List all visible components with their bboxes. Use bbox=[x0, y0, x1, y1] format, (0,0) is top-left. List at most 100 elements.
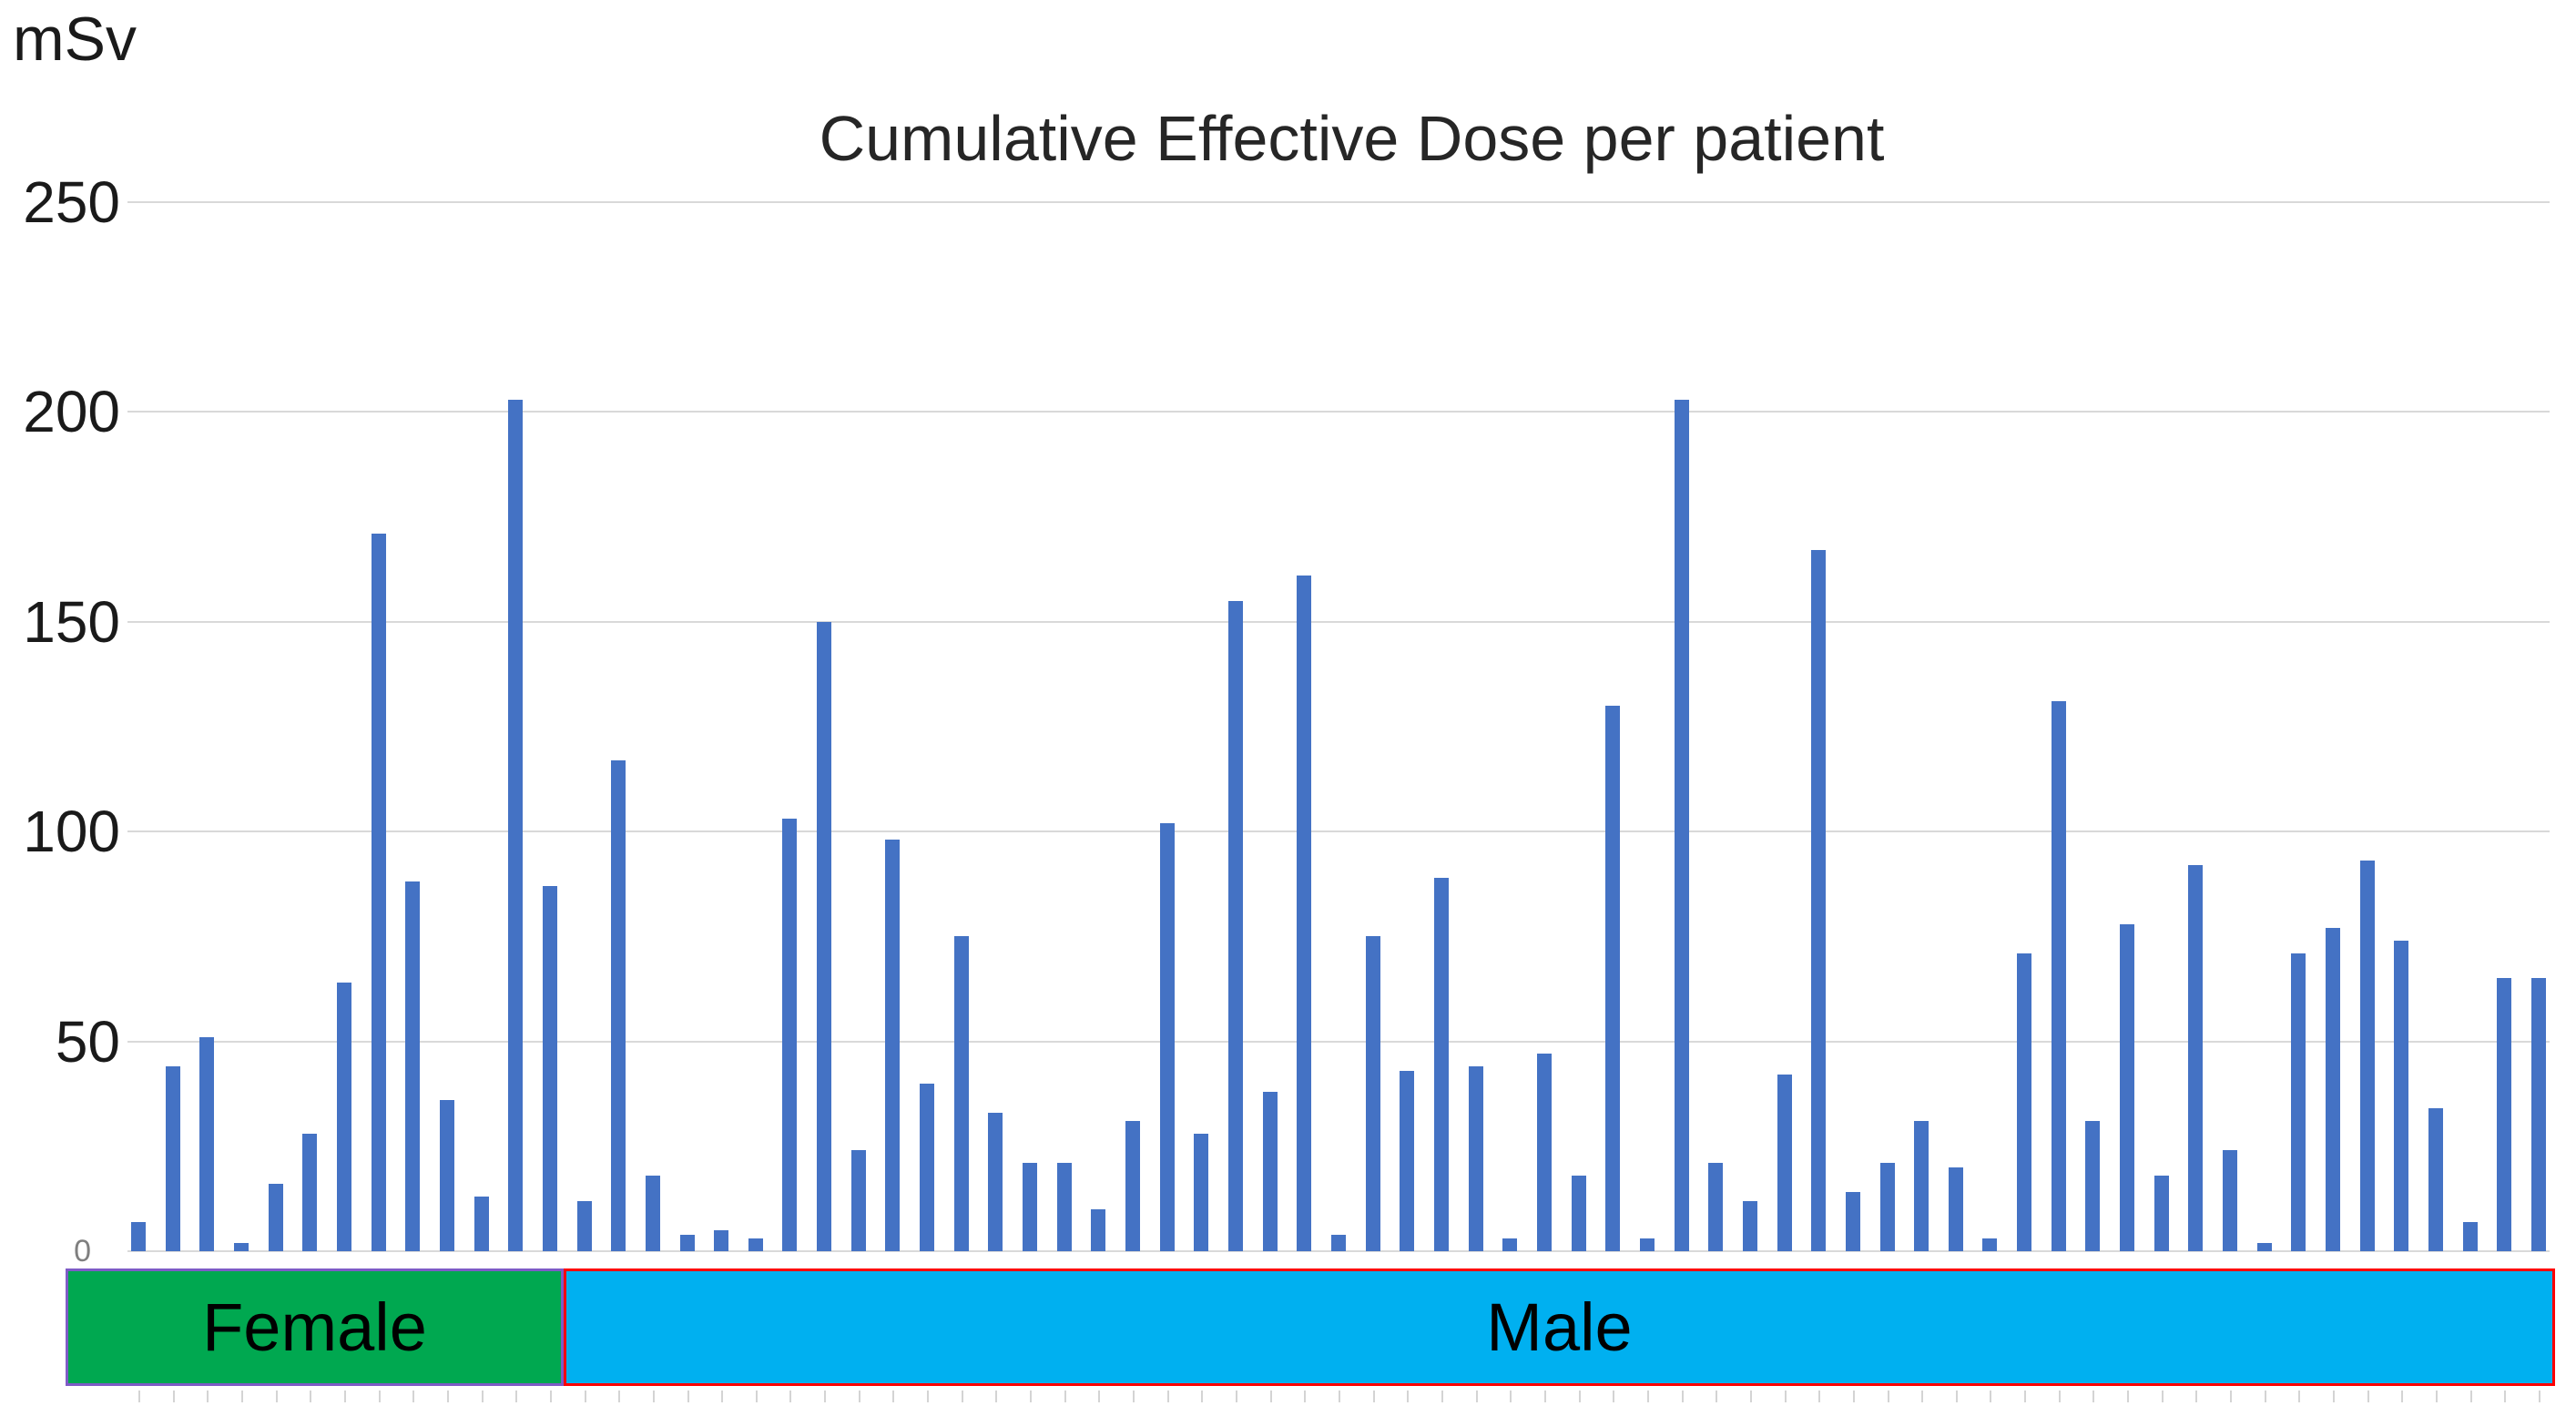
category-tick bbox=[310, 1391, 311, 1402]
bar-male-22 bbox=[1297, 576, 1311, 1251]
bar-male-45 bbox=[2085, 1121, 2100, 1251]
category-tick bbox=[1853, 1391, 1855, 1402]
category-tick bbox=[756, 1391, 758, 1402]
category-tick bbox=[1476, 1391, 1478, 1402]
bar-male-44 bbox=[2052, 701, 2066, 1251]
category-tick bbox=[1201, 1391, 1203, 1402]
category-tick bbox=[1613, 1391, 1614, 1402]
bar-female-5 bbox=[269, 1184, 283, 1251]
bar-male-38 bbox=[1846, 1192, 1860, 1251]
bar-male-9 bbox=[851, 1150, 866, 1251]
category-tick bbox=[482, 1391, 484, 1402]
category-tick bbox=[241, 1391, 243, 1402]
bar-male-58 bbox=[2531, 978, 2546, 1251]
bar-female-8 bbox=[372, 534, 386, 1251]
y-axis-unit-label: mSv bbox=[13, 5, 137, 74]
y-tick-label-100: 100 bbox=[23, 799, 120, 865]
bar-male-54 bbox=[2394, 941, 2408, 1251]
male-band-label: Male bbox=[1486, 1289, 1633, 1365]
category-tick bbox=[892, 1391, 894, 1402]
category-tick bbox=[1304, 1391, 1306, 1402]
bar-male-13 bbox=[988, 1113, 1003, 1251]
bar-male-43 bbox=[2017, 953, 2031, 1251]
bar-female-4 bbox=[234, 1243, 249, 1251]
category-tick bbox=[2333, 1391, 2335, 1402]
gridline-200 bbox=[127, 411, 2550, 413]
bar-male-26 bbox=[1434, 878, 1449, 1251]
category-tick bbox=[1921, 1391, 1923, 1402]
bar-male-52 bbox=[2326, 928, 2340, 1251]
category-tick bbox=[2367, 1391, 2369, 1402]
bar-male-35 bbox=[1743, 1201, 1757, 1251]
bar-male-46 bbox=[2120, 924, 2134, 1251]
bar-female-3 bbox=[199, 1037, 214, 1251]
bar-female-10 bbox=[440, 1100, 454, 1251]
bar-male-30 bbox=[1572, 1176, 1586, 1251]
female-band: Female bbox=[66, 1268, 564, 1386]
category-tick bbox=[2470, 1391, 2472, 1402]
category-tick bbox=[995, 1391, 997, 1402]
category-tick bbox=[1373, 1391, 1375, 1402]
bar-male-47 bbox=[2154, 1176, 2169, 1251]
category-tick bbox=[2504, 1391, 2506, 1402]
y-tick-label-0: 0 bbox=[74, 1234, 91, 1268]
category-tick bbox=[344, 1391, 346, 1402]
category-tick bbox=[618, 1391, 620, 1402]
male-band: Male bbox=[564, 1268, 2555, 1386]
category-tick bbox=[2195, 1391, 2197, 1402]
bar-male-18 bbox=[1160, 823, 1175, 1251]
bar-male-11 bbox=[920, 1084, 934, 1251]
bar-male-17 bbox=[1125, 1121, 1140, 1251]
bar-male-5 bbox=[714, 1230, 728, 1251]
bar-female-7 bbox=[337, 983, 351, 1251]
category-tick bbox=[207, 1391, 209, 1402]
y-tick-label-50: 50 bbox=[55, 1008, 120, 1075]
bar-male-14 bbox=[1023, 1163, 1037, 1251]
y-tick-label-200: 200 bbox=[23, 379, 120, 445]
bar-male-4 bbox=[680, 1235, 695, 1251]
category-tick bbox=[687, 1391, 689, 1402]
bar-male-33 bbox=[1675, 400, 1689, 1251]
category-tick bbox=[824, 1391, 826, 1402]
bar-male-49 bbox=[2223, 1150, 2237, 1251]
category-tick bbox=[1647, 1391, 1649, 1402]
category-tick bbox=[2539, 1391, 2540, 1402]
bar-male-1 bbox=[577, 1201, 592, 1251]
bar-male-24 bbox=[1366, 936, 1380, 1251]
bar-male-57 bbox=[2497, 978, 2511, 1251]
category-tick bbox=[859, 1391, 860, 1402]
category-tick bbox=[2059, 1391, 2061, 1402]
bar-female-1 bbox=[131, 1222, 146, 1251]
bar-male-51 bbox=[2291, 953, 2306, 1251]
category-tick bbox=[2024, 1391, 2026, 1402]
bar-male-19 bbox=[1194, 1134, 1208, 1251]
category-tick bbox=[1098, 1391, 1100, 1402]
bar-male-8 bbox=[817, 622, 831, 1251]
category-tick bbox=[789, 1391, 791, 1402]
gridline-0 bbox=[127, 1250, 2550, 1252]
female-band-label: Female bbox=[202, 1289, 427, 1365]
category-tick bbox=[1785, 1391, 1787, 1402]
category-tick bbox=[1133, 1391, 1135, 1402]
bar-male-32 bbox=[1640, 1238, 1655, 1251]
category-tick bbox=[1990, 1391, 1991, 1402]
bar-male-12 bbox=[954, 936, 969, 1251]
category-tick bbox=[2162, 1391, 2164, 1402]
category-tick bbox=[1750, 1391, 1752, 1402]
bar-male-15 bbox=[1057, 1163, 1072, 1251]
category-tick bbox=[2265, 1391, 2266, 1402]
bar-male-50 bbox=[2257, 1243, 2272, 1251]
category-tick bbox=[1716, 1391, 1717, 1402]
bar-female-2 bbox=[166, 1066, 180, 1251]
category-tick bbox=[379, 1391, 381, 1402]
bar-male-6 bbox=[748, 1238, 763, 1251]
category-tick bbox=[1339, 1391, 1340, 1402]
category-tick bbox=[1270, 1391, 1272, 1402]
category-tick bbox=[2230, 1391, 2232, 1402]
category-tick bbox=[721, 1391, 723, 1402]
gridline-150 bbox=[127, 620, 2550, 623]
category-tick bbox=[1441, 1391, 1443, 1402]
gridline-100 bbox=[127, 830, 2550, 833]
category-tick bbox=[1544, 1391, 1546, 1402]
category-tick bbox=[1888, 1391, 1889, 1402]
